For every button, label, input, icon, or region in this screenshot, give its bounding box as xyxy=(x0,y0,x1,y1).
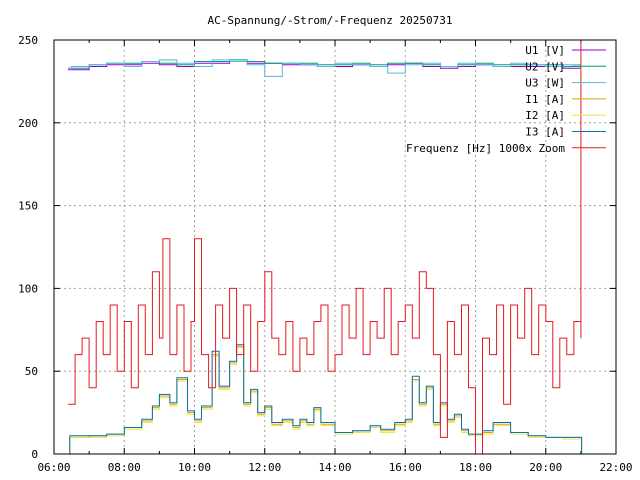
y-tick-label: 50 xyxy=(25,365,38,378)
y-tick-label: 200 xyxy=(18,117,38,130)
x-tick-label: 20:00 xyxy=(529,461,562,474)
legend-label: I3 [A] xyxy=(525,126,565,139)
series-line-4 xyxy=(68,347,583,455)
x-tick-label: 12:00 xyxy=(248,461,281,474)
legend-label: I2 [A] xyxy=(525,109,565,122)
legend-label: I1 [A] xyxy=(525,93,565,106)
series-line-6 xyxy=(68,40,582,455)
x-tick-label: 18:00 xyxy=(459,461,492,474)
series-lines xyxy=(68,40,583,455)
y-tick-label: 0 xyxy=(31,448,38,461)
x-tick-label: 06:00 xyxy=(37,461,70,474)
legend-label: U2 [V] xyxy=(525,60,565,73)
series-line-5 xyxy=(68,344,583,455)
plot-border xyxy=(53,39,617,455)
series-line-0 xyxy=(68,61,581,71)
y-tick-label: 150 xyxy=(18,200,38,213)
legend-label: Frequenz [Hz] 1000x Zoom xyxy=(406,142,565,155)
chart-title: AC-Spannung/-Strom/-Frequenz 20250731 xyxy=(207,14,452,27)
y-tick-label: 100 xyxy=(18,282,38,295)
series-line-3 xyxy=(68,345,583,455)
axis-ticks: 0 50 100 150 200 250 06:00 08:00 10:00 12:00 14:00… xyxy=(18,34,632,474)
x-tick-label: 22:00 xyxy=(599,461,632,474)
series-line-2 xyxy=(68,59,582,77)
x-tick-label: 14:00 xyxy=(318,461,351,474)
x-tick-label: 08:00 xyxy=(108,461,141,474)
y-tick-label: 250 xyxy=(18,34,38,47)
x-tick-label: 10:00 xyxy=(178,461,211,474)
legend: U1 [V] U2 [V] U3 [W] I1 [A] I2 [A] I3 [A] Freq… xyxy=(406,44,606,155)
legend-label: U3 [W] xyxy=(525,77,565,90)
x-tick-label: 16:00 xyxy=(389,461,422,474)
legend-label: U1 [V] xyxy=(525,44,565,57)
